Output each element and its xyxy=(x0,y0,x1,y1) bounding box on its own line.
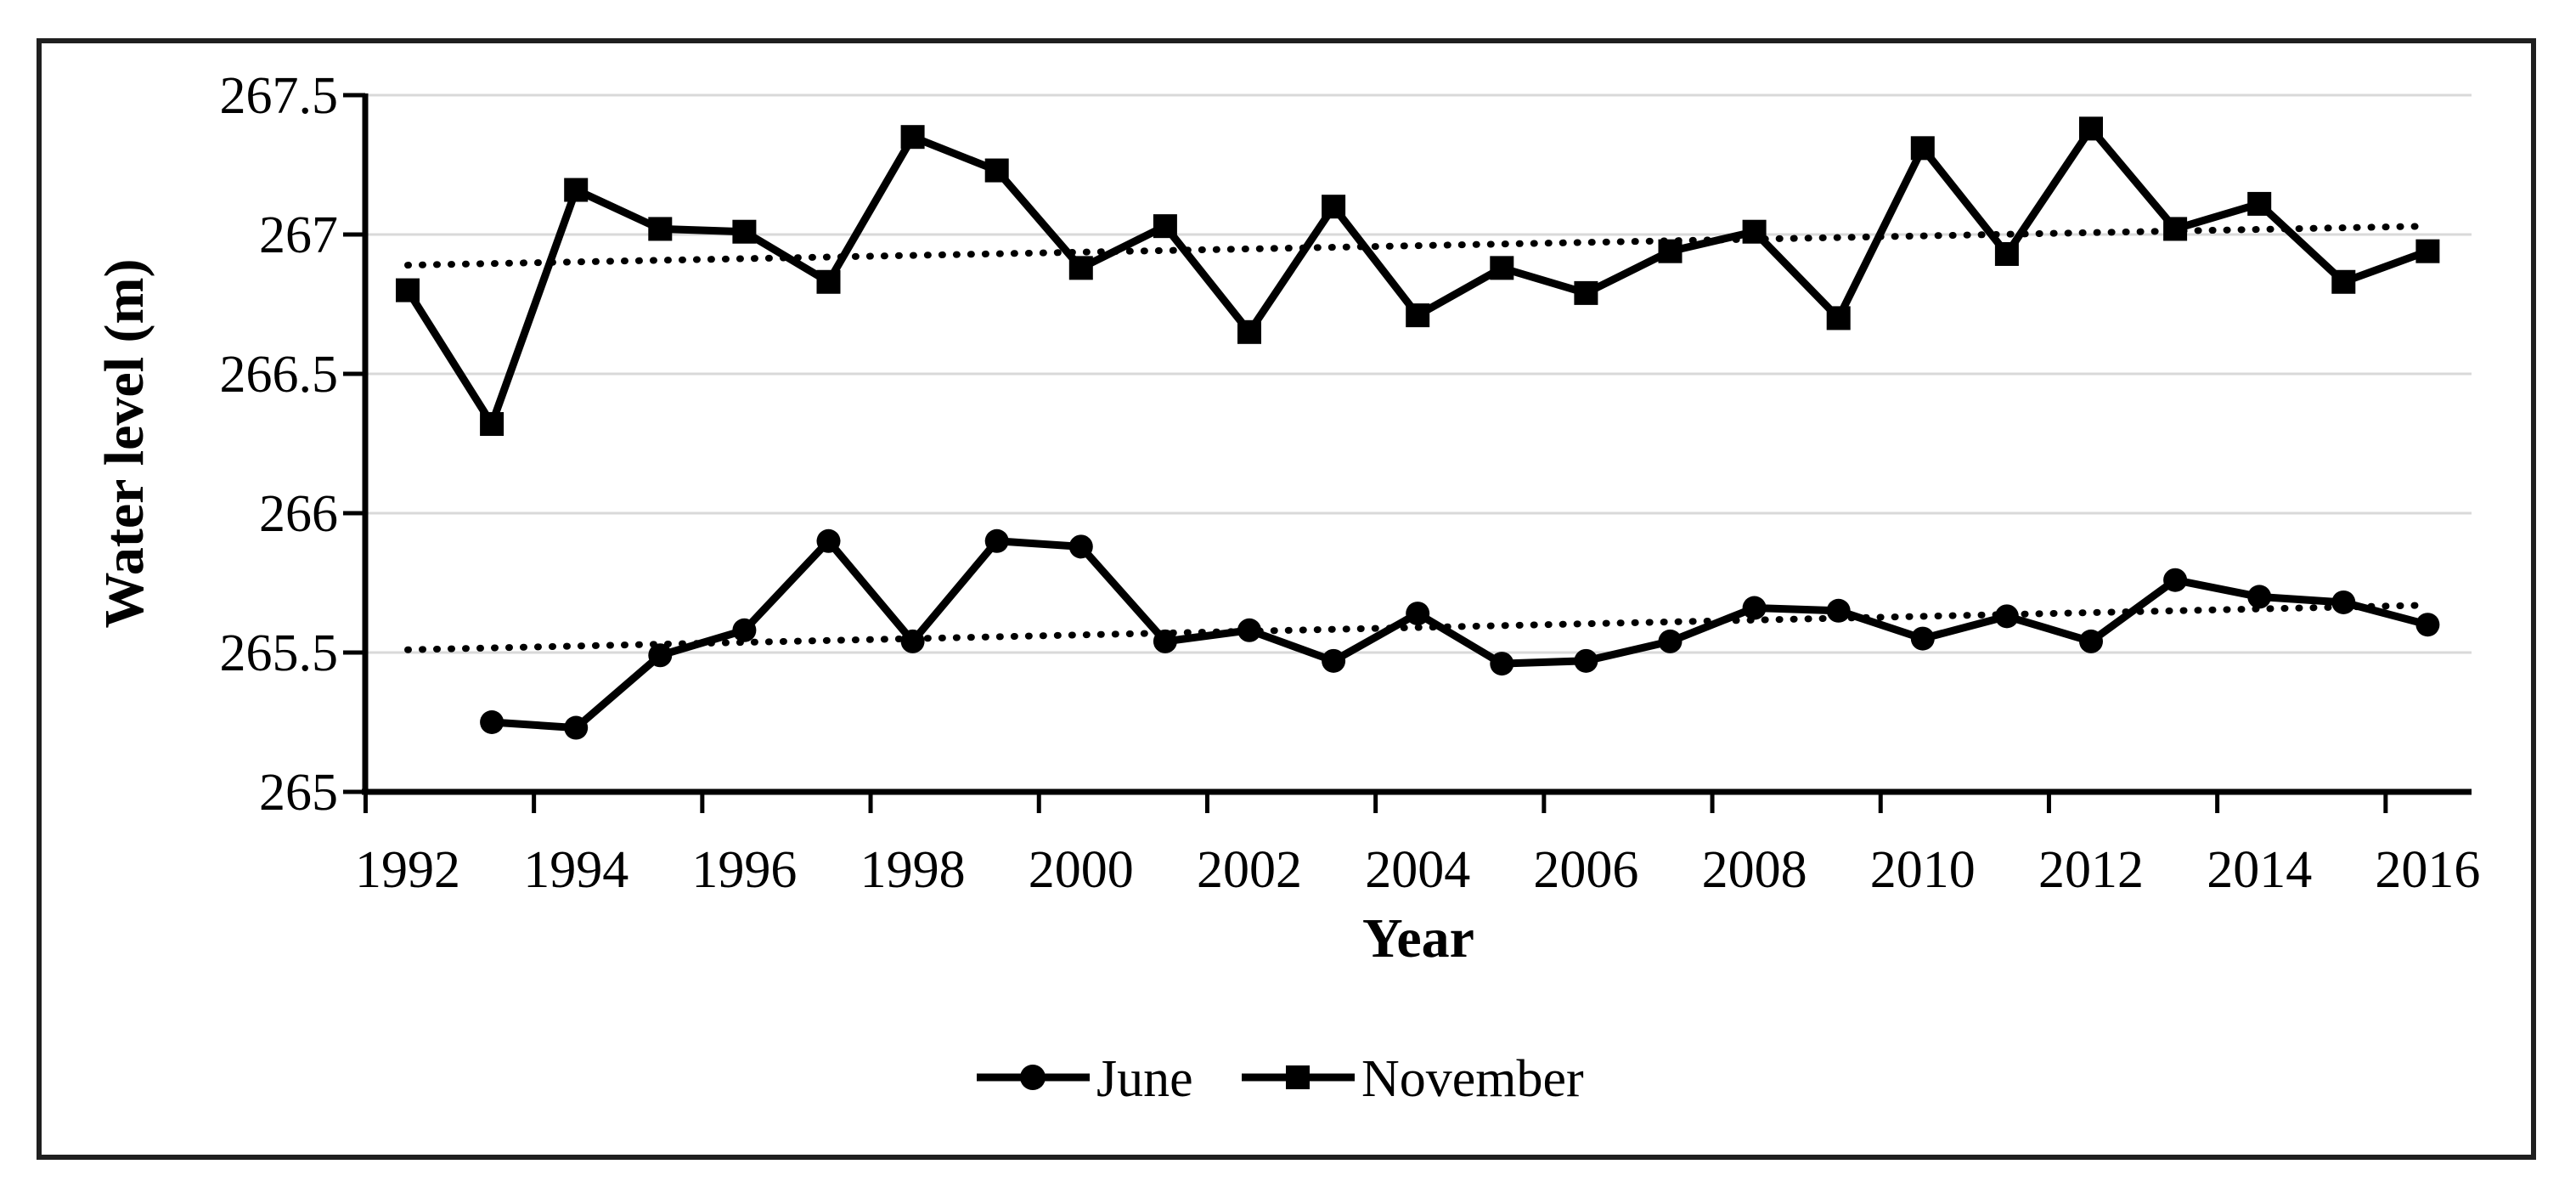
june-marker-1998 xyxy=(900,629,925,653)
november-marker-2003 xyxy=(1322,195,1346,219)
y-tick-label-266: 266 xyxy=(259,485,338,543)
november-marker-1993 xyxy=(480,412,504,437)
november-marker-2007 xyxy=(1658,239,1683,263)
x-tick-label-2000: 2000 xyxy=(1029,841,1134,899)
november-marker-2015 xyxy=(2331,269,2356,294)
june-line xyxy=(491,537,2429,732)
legend-november-label: November xyxy=(1361,1050,1584,1108)
legend-june-circle-icon xyxy=(1020,1065,1046,1090)
x-axis-tick-labels: 1992 1994 1996 1998 2000 2002 2004 2006 2008 2010… xyxy=(355,841,2480,899)
gridlines xyxy=(365,93,2472,654)
x-tick-label-2006: 2006 xyxy=(1533,841,1638,899)
june-marker-2011 xyxy=(1994,604,2019,629)
y-axis-tick-labels: 267.5 267 266.5 266 265.5 265 xyxy=(220,67,339,822)
november-marker-1992 xyxy=(396,278,420,302)
november-marker-2011 xyxy=(1994,241,2019,266)
june-trendline xyxy=(404,602,2432,653)
june-marker-2005 xyxy=(1490,652,1514,676)
november-marker-2016 xyxy=(2415,239,2440,263)
legend: June November xyxy=(977,1050,1584,1108)
november-line xyxy=(404,124,2429,428)
november-marker-2009 xyxy=(1826,306,1851,331)
x-tick-label-2014: 2014 xyxy=(2207,841,2312,899)
x-tick-label-2004: 2004 xyxy=(1365,841,1470,899)
june-marker-2016 xyxy=(2415,613,2440,637)
june-marker-2013 xyxy=(2163,568,2188,592)
june-marker-1999 xyxy=(984,528,1009,553)
june-marker-2002 xyxy=(1237,618,1261,642)
x-axis-tick-marks xyxy=(363,792,2388,813)
june-marker-1994 xyxy=(564,715,589,740)
june-marker-1995 xyxy=(648,643,673,668)
june-marker-2010 xyxy=(1910,626,1935,651)
november-marker-2008 xyxy=(1742,219,1767,244)
november-marker-1994 xyxy=(564,178,589,202)
x-tick-label-2010: 2010 xyxy=(1870,841,1976,899)
november-marker-2010 xyxy=(1910,136,1935,161)
x-tick-label-1996: 1996 xyxy=(691,841,797,899)
legend-item-november: November xyxy=(1242,1050,1584,1108)
june-marker-2006 xyxy=(1574,648,1598,673)
x-tick-label-1994: 1994 xyxy=(523,841,628,899)
y-axis-title: Water level (m) xyxy=(93,259,155,629)
november-marker-1996 xyxy=(732,219,757,244)
june-marker-2001 xyxy=(1153,629,1177,653)
series-lines xyxy=(404,124,2429,732)
june-marker-1996 xyxy=(732,618,757,642)
november-marker-1997 xyxy=(816,269,841,294)
y-axis-tick-marks xyxy=(343,93,365,794)
y-tick-label-265: 265 xyxy=(259,764,338,822)
november-marker-2002 xyxy=(1237,319,1261,344)
june-marker-2003 xyxy=(1322,648,1346,673)
june-marker-2004 xyxy=(1406,602,1430,626)
x-axis-title: Year xyxy=(1362,907,1474,969)
y-tick-label-267.5: 267.5 xyxy=(220,67,339,125)
series-markers xyxy=(396,116,2440,740)
y-tick-label-265.5: 265.5 xyxy=(220,624,339,682)
june-marker-2000 xyxy=(1068,534,1093,559)
november-marker-2004 xyxy=(1406,303,1430,328)
x-tick-label-2002: 2002 xyxy=(1197,841,1302,899)
x-tick-label-1992: 1992 xyxy=(355,841,460,899)
june-marker-2009 xyxy=(1826,598,1851,623)
november-marker-2001 xyxy=(1153,214,1177,239)
x-tick-label-2016: 2016 xyxy=(2375,841,2480,899)
june-marker-2015 xyxy=(2331,590,2356,614)
june-marker-2008 xyxy=(1742,596,1767,620)
chart-frame xyxy=(37,38,2536,1160)
june-marker-2014 xyxy=(2247,585,2272,609)
november-marker-2005 xyxy=(1490,256,1514,280)
november-marker-2012 xyxy=(2079,116,2103,141)
november-marker-2000 xyxy=(1068,256,1093,280)
legend-item-june: June xyxy=(977,1050,1193,1108)
november-trendline xyxy=(404,223,2432,269)
june-marker-1997 xyxy=(816,528,841,553)
x-tick-label-1998: 1998 xyxy=(860,841,966,899)
june-marker-1993 xyxy=(480,710,504,734)
legend-november-square-icon xyxy=(1286,1065,1310,1089)
november-marker-2013 xyxy=(2163,217,2188,241)
x-tick-label-2012: 2012 xyxy=(2038,841,2144,899)
y-tick-label-267: 267 xyxy=(259,206,338,264)
legend-june-label: June xyxy=(1096,1050,1193,1108)
y-tick-label-266.5: 266.5 xyxy=(220,346,339,404)
november-marker-1998 xyxy=(900,125,925,150)
november-marker-1999 xyxy=(984,158,1009,183)
x-tick-label-2008: 2008 xyxy=(1702,841,1807,899)
june-marker-2007 xyxy=(1658,629,1683,653)
june-marker-2012 xyxy=(2079,629,2103,653)
trendlines xyxy=(404,223,2432,653)
november-marker-2014 xyxy=(2247,191,2272,216)
november-marker-2006 xyxy=(1574,280,1598,305)
november-marker-1995 xyxy=(648,217,673,241)
